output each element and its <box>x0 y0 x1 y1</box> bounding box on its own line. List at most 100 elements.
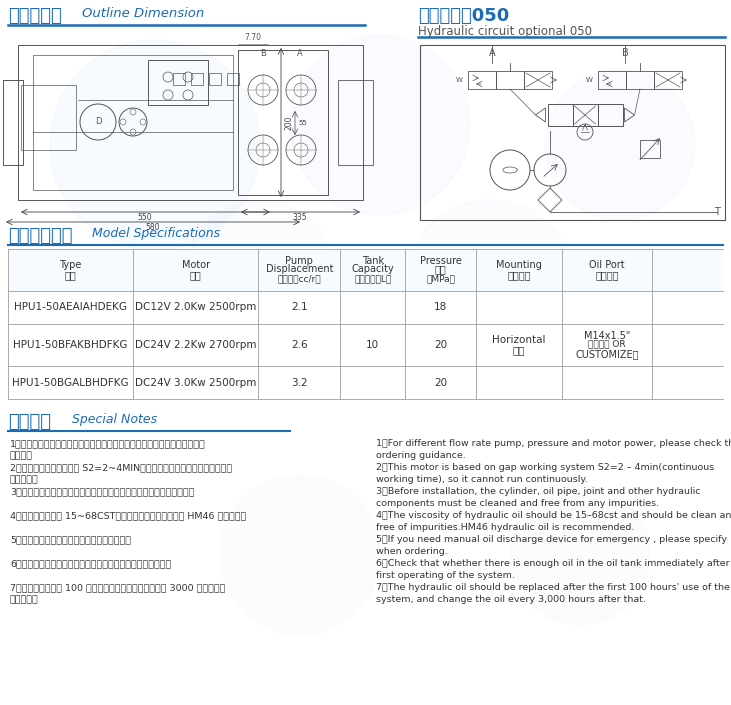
Bar <box>420 45 725 220</box>
Bar <box>8 249 723 399</box>
Text: 550: 550 <box>137 213 152 222</box>
Text: 1、如需不同流量的泵、压力、电机功率等系统参数，请查看液压动力单元型: 1、如需不同流量的泵、压力、电机功率等系统参数，请查看液压动力单元型 <box>10 439 205 448</box>
Bar <box>597 104 623 126</box>
Text: 2、此电机为间歇式工作制 S2=2~4MIN（一次启动持续工作时间），不可以: 2、此电机为间歇式工作制 S2=2~4MIN（一次启动持续工作时间），不可以 <box>10 463 232 472</box>
Text: 335: 335 <box>292 213 307 222</box>
Text: HPU1-50BGALBHDFKG: HPU1-50BGALBHDFKG <box>12 377 129 388</box>
Circle shape <box>290 35 470 215</box>
Text: Horizontal: Horizontal <box>493 335 546 345</box>
Text: 卧式: 卧式 <box>513 345 526 355</box>
Text: Tank: Tank <box>362 256 384 266</box>
Text: 型号: 型号 <box>64 270 77 280</box>
Bar <box>598 71 626 89</box>
Text: free of impurities.HM46 hydraulic oil is recommended.: free of impurities.HM46 hydraulic oil is… <box>376 523 635 532</box>
Text: 7、系统使用第一个 100 小时后，应更换液压油，以后每 3000 小时更换一: 7、系统使用第一个 100 小时后，应更换液压油，以后每 3000 小时更换一 <box>10 583 225 592</box>
Text: 连续运转。: 连续运转。 <box>10 475 39 484</box>
Bar <box>227 73 239 85</box>
Bar <box>21 85 76 150</box>
Bar <box>548 104 572 126</box>
Text: 2.1: 2.1 <box>291 302 308 312</box>
Text: HPU1-50BFAKBHDFKG: HPU1-50BFAKBHDFKG <box>13 340 128 350</box>
Text: 次液压油。: 次液压油。 <box>10 595 39 604</box>
Text: W: W <box>586 77 593 83</box>
Text: Model Specifications: Model Specifications <box>92 227 220 240</box>
Bar <box>3 80 23 165</box>
Text: DC24V 3.0Kw 2500rpm: DC24V 3.0Kw 2500rpm <box>135 377 257 388</box>
Text: when ordering.: when ordering. <box>376 547 448 556</box>
Text: 4、液压油粘度应为 15~68CST，应清洁无杂质，推荐使用 HM46 号液压油。: 4、液压油粘度应为 15~68CST，应清洁无杂质，推荐使用 HM46 号液压油… <box>10 511 246 520</box>
Text: working time), so it cannot run continuously.: working time), so it cannot run continuo… <box>376 475 588 484</box>
Bar <box>654 71 682 89</box>
Text: CUSTOMIZE）: CUSTOMIZE） <box>575 349 639 359</box>
Text: 型号规格说明: 型号规格说明 <box>8 227 72 245</box>
Bar <box>173 73 185 85</box>
Bar <box>18 45 363 200</box>
Text: W: W <box>456 77 463 83</box>
Text: 外形尺寸图: 外形尺寸图 <box>8 7 61 25</box>
Text: （可定制 OR: （可定制 OR <box>588 340 626 348</box>
Text: first operating of the system.: first operating of the system. <box>376 571 515 580</box>
Text: 2.6: 2.6 <box>291 340 308 350</box>
Text: B: B <box>621 48 629 58</box>
Text: 油箱容积（L）: 油箱容积（L） <box>354 274 391 283</box>
Text: 5、如需手动应急放油装置，请在订货时说明。: 5、如需手动应急放油装置，请在订货时说明。 <box>10 535 131 544</box>
Text: system, and change the oil every 3,000 hours after that.: system, and change the oil every 3,000 h… <box>376 595 646 604</box>
Text: 液压原理图050: 液压原理图050 <box>418 7 510 25</box>
Text: 7.70: 7.70 <box>244 33 262 42</box>
Text: Displacement: Displacement <box>265 264 333 274</box>
Text: 10: 10 <box>366 340 379 350</box>
Bar <box>33 55 233 190</box>
Text: 580: 580 <box>145 223 160 232</box>
Text: Outline Dimension: Outline Dimension <box>82 7 204 20</box>
Bar <box>572 104 597 126</box>
Text: Motor: Motor <box>181 260 210 270</box>
Text: 安装方式: 安装方式 <box>507 270 531 280</box>
Circle shape <box>40 255 160 375</box>
Text: A: A <box>489 48 496 58</box>
Text: 20: 20 <box>434 340 447 350</box>
Text: HPU1-50AEAIAHDEKG: HPU1-50AEAIAHDEKG <box>14 302 127 312</box>
Text: Hydraulic circuit optional 050: Hydraulic circuit optional 050 <box>418 25 592 38</box>
Text: components must be cleaned and free from any impurities.: components must be cleaned and free from… <box>376 499 659 508</box>
Text: 泵排量（cc/r）: 泵排量（cc/r） <box>278 274 321 283</box>
Text: Mounting: Mounting <box>496 260 542 270</box>
Text: 压力: 压力 <box>435 264 447 274</box>
Text: Pump: Pump <box>285 256 314 266</box>
Text: Type: Type <box>59 260 82 270</box>
Text: 3.2: 3.2 <box>291 377 308 388</box>
Bar <box>148 60 208 105</box>
Bar <box>209 73 221 85</box>
Text: 18: 18 <box>434 302 447 312</box>
Text: 3、安装前必须保证油缸、油管、接头等液压元件清洗无任何杂质粘附。: 3、安装前必须保证油缸、油管、接头等液压元件清洗无任何杂质粘附。 <box>10 487 194 496</box>
Bar <box>338 80 373 165</box>
Text: Oil Port: Oil Port <box>589 260 624 270</box>
Circle shape <box>510 485 650 625</box>
Text: 7、The hydraulic oil should be replaced after the first 100 hours' use of the: 7、The hydraulic oil should be replaced a… <box>376 583 730 592</box>
Text: 电机: 电机 <box>190 270 202 280</box>
Text: 1、For different flow rate pump, pressure and motor power, please check the: 1、For different flow rate pump, pressure… <box>376 439 731 448</box>
Text: 3、Before installation, the cylinder, oil pipe, joint and other hydraulic: 3、Before installation, the cylinder, oil… <box>376 487 700 496</box>
Text: 200: 200 <box>285 116 294 130</box>
Text: 号说明。: 号说明。 <box>10 451 33 460</box>
Circle shape <box>545 70 695 220</box>
Text: DC24V 2.2Kw 2700rpm: DC24V 2.2Kw 2700rpm <box>135 340 257 350</box>
Text: 4、The viscosity of hydraulic oil should be 15–68cst and should be clean and: 4、The viscosity of hydraulic oil should … <box>376 511 731 520</box>
Circle shape <box>185 200 335 350</box>
Text: （MPa）: （MPa） <box>426 274 455 283</box>
Bar <box>524 71 552 89</box>
Circle shape <box>405 200 575 370</box>
Text: 2、This motor is based on gap working system S2=2 – 4min(continuous: 2、This motor is based on gap working sys… <box>376 463 714 472</box>
Text: 6、Check that whether there is enough oil in the oil tank immediately after the: 6、Check that whether there is enough oil… <box>376 559 731 568</box>
Bar <box>496 71 524 89</box>
Circle shape <box>50 40 260 250</box>
Text: 20: 20 <box>434 377 447 388</box>
Text: 注意事项: 注意事项 <box>8 413 51 431</box>
Bar <box>640 140 660 158</box>
Text: ordering guidance.: ordering guidance. <box>376 451 466 460</box>
Text: M14x1.5": M14x1.5" <box>583 331 630 341</box>
Text: T: T <box>714 207 720 217</box>
Text: 55: 55 <box>298 120 307 126</box>
Text: 5、If you need manual oil discharge device for emergency , please specify: 5、If you need manual oil discharge devic… <box>376 535 727 544</box>
Text: A: A <box>297 49 303 58</box>
Text: Capacity: Capacity <box>352 264 394 274</box>
